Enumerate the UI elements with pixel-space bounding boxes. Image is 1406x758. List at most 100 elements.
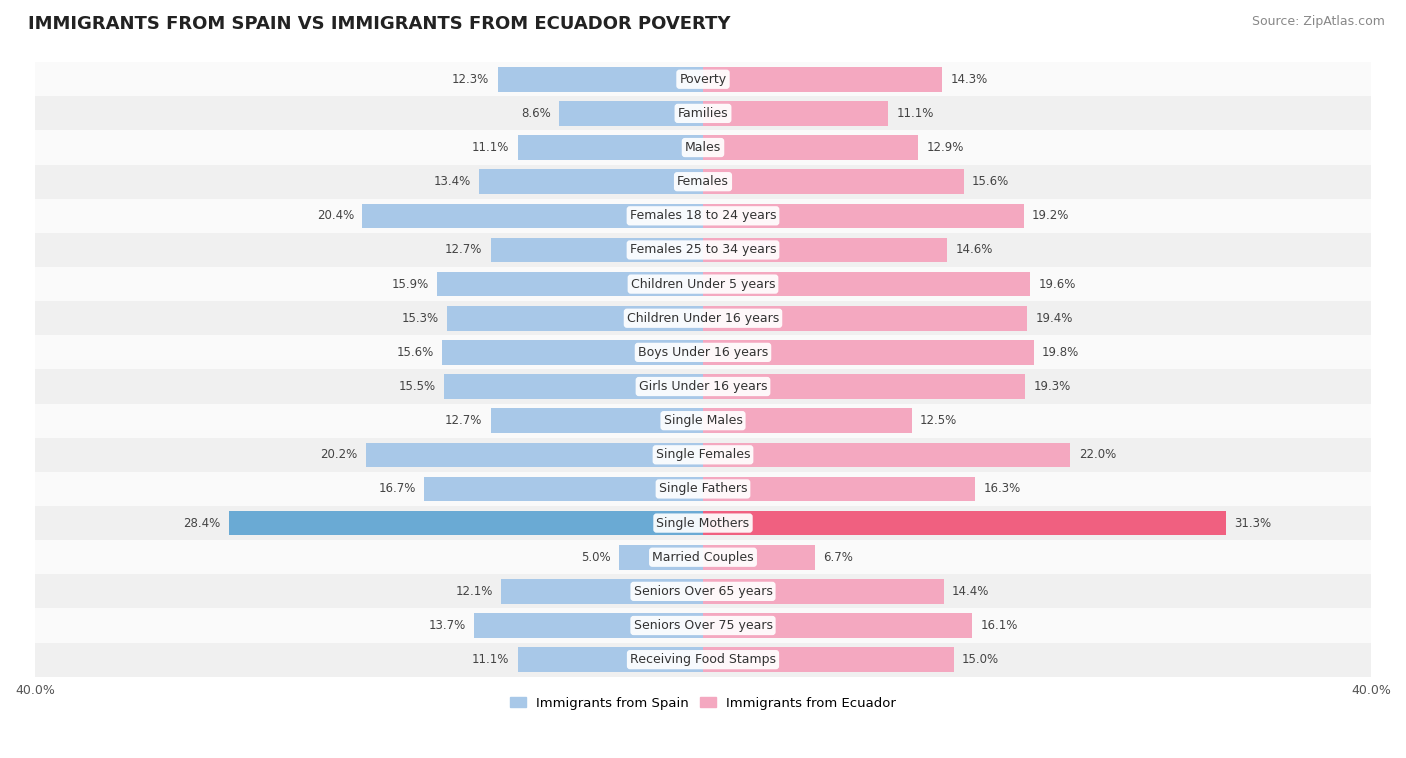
Text: 8.6%: 8.6% bbox=[522, 107, 551, 120]
Bar bbox=[35, 609, 1371, 643]
Text: 19.4%: 19.4% bbox=[1035, 312, 1073, 324]
Text: 14.6%: 14.6% bbox=[955, 243, 993, 256]
Bar bbox=[491, 238, 703, 262]
Text: 15.6%: 15.6% bbox=[972, 175, 1010, 188]
Text: Families: Families bbox=[678, 107, 728, 120]
Text: Single Females: Single Females bbox=[655, 448, 751, 462]
Text: 15.0%: 15.0% bbox=[962, 653, 1000, 666]
Text: Source: ZipAtlas.com: Source: ZipAtlas.com bbox=[1251, 15, 1385, 28]
Bar bbox=[35, 164, 1371, 199]
Bar bbox=[703, 272, 1031, 296]
Bar bbox=[703, 169, 963, 194]
Bar bbox=[703, 409, 911, 433]
Bar bbox=[35, 472, 1371, 506]
Text: 12.9%: 12.9% bbox=[927, 141, 965, 154]
Bar bbox=[703, 511, 1226, 535]
Text: Females: Females bbox=[678, 175, 728, 188]
Text: 19.8%: 19.8% bbox=[1042, 346, 1080, 359]
Text: 15.5%: 15.5% bbox=[399, 380, 436, 393]
Text: 16.3%: 16.3% bbox=[984, 482, 1021, 496]
Text: 15.3%: 15.3% bbox=[402, 312, 439, 324]
Bar bbox=[35, 369, 1371, 403]
Text: Seniors Over 65 years: Seniors Over 65 years bbox=[634, 585, 772, 598]
Text: 22.0%: 22.0% bbox=[1078, 448, 1116, 462]
Bar bbox=[703, 443, 1070, 467]
Bar bbox=[491, 409, 703, 433]
Text: Receiving Food Stamps: Receiving Food Stamps bbox=[630, 653, 776, 666]
Text: 20.4%: 20.4% bbox=[316, 209, 354, 222]
Bar bbox=[35, 403, 1371, 437]
Text: Males: Males bbox=[685, 141, 721, 154]
Text: Seniors Over 75 years: Seniors Over 75 years bbox=[634, 619, 772, 632]
Bar bbox=[437, 272, 703, 296]
Bar bbox=[703, 545, 815, 569]
Text: 19.3%: 19.3% bbox=[1033, 380, 1071, 393]
Text: 16.1%: 16.1% bbox=[980, 619, 1018, 632]
Text: 12.7%: 12.7% bbox=[446, 414, 482, 428]
Bar bbox=[444, 374, 703, 399]
Bar bbox=[35, 301, 1371, 335]
Text: Boys Under 16 years: Boys Under 16 years bbox=[638, 346, 768, 359]
Bar bbox=[35, 233, 1371, 267]
Bar bbox=[703, 613, 972, 637]
Text: 11.1%: 11.1% bbox=[472, 653, 509, 666]
Text: 15.6%: 15.6% bbox=[396, 346, 434, 359]
Bar bbox=[703, 647, 953, 672]
Bar bbox=[35, 130, 1371, 164]
Text: Single Males: Single Males bbox=[664, 414, 742, 428]
Text: 13.4%: 13.4% bbox=[433, 175, 471, 188]
Bar bbox=[703, 340, 1033, 365]
Text: 12.1%: 12.1% bbox=[456, 585, 492, 598]
Text: 31.3%: 31.3% bbox=[1234, 517, 1271, 530]
Bar bbox=[443, 340, 703, 365]
Text: 28.4%: 28.4% bbox=[183, 517, 221, 530]
Text: 15.9%: 15.9% bbox=[392, 277, 429, 290]
Text: 12.7%: 12.7% bbox=[446, 243, 482, 256]
Text: Children Under 5 years: Children Under 5 years bbox=[631, 277, 775, 290]
Text: Poverty: Poverty bbox=[679, 73, 727, 86]
Legend: Immigrants from Spain, Immigrants from Ecuador: Immigrants from Spain, Immigrants from E… bbox=[505, 691, 901, 715]
Text: 16.7%: 16.7% bbox=[378, 482, 416, 496]
Bar bbox=[501, 579, 703, 603]
Bar bbox=[35, 96, 1371, 130]
Bar bbox=[35, 506, 1371, 540]
Text: 14.3%: 14.3% bbox=[950, 73, 987, 86]
Text: Children Under 16 years: Children Under 16 years bbox=[627, 312, 779, 324]
Bar bbox=[35, 575, 1371, 609]
Bar bbox=[366, 443, 703, 467]
Text: 14.4%: 14.4% bbox=[952, 585, 990, 598]
Bar bbox=[35, 540, 1371, 575]
Bar bbox=[35, 643, 1371, 677]
Text: 20.2%: 20.2% bbox=[321, 448, 357, 462]
Bar bbox=[703, 306, 1026, 330]
Text: 19.6%: 19.6% bbox=[1039, 277, 1076, 290]
Bar bbox=[447, 306, 703, 330]
Text: Married Couples: Married Couples bbox=[652, 551, 754, 564]
Bar bbox=[703, 477, 976, 501]
Bar bbox=[620, 545, 703, 569]
Text: Single Fathers: Single Fathers bbox=[659, 482, 747, 496]
Text: 12.3%: 12.3% bbox=[451, 73, 489, 86]
Bar bbox=[479, 169, 703, 194]
Bar bbox=[517, 135, 703, 160]
Text: IMMIGRANTS FROM SPAIN VS IMMIGRANTS FROM ECUADOR POVERTY: IMMIGRANTS FROM SPAIN VS IMMIGRANTS FROM… bbox=[28, 15, 731, 33]
Bar bbox=[703, 101, 889, 126]
Bar bbox=[703, 238, 946, 262]
Bar bbox=[35, 267, 1371, 301]
Text: 11.1%: 11.1% bbox=[472, 141, 509, 154]
Text: Single Mothers: Single Mothers bbox=[657, 517, 749, 530]
Text: 12.5%: 12.5% bbox=[920, 414, 957, 428]
Bar bbox=[363, 204, 703, 228]
Bar bbox=[703, 579, 943, 603]
Bar bbox=[498, 67, 703, 92]
Bar bbox=[703, 67, 942, 92]
Text: 5.0%: 5.0% bbox=[582, 551, 612, 564]
Text: Girls Under 16 years: Girls Under 16 years bbox=[638, 380, 768, 393]
Bar bbox=[35, 199, 1371, 233]
Bar bbox=[474, 613, 703, 637]
Bar bbox=[560, 101, 703, 126]
Bar bbox=[703, 135, 918, 160]
Text: 19.2%: 19.2% bbox=[1032, 209, 1070, 222]
Bar bbox=[35, 335, 1371, 369]
Text: Females 18 to 24 years: Females 18 to 24 years bbox=[630, 209, 776, 222]
